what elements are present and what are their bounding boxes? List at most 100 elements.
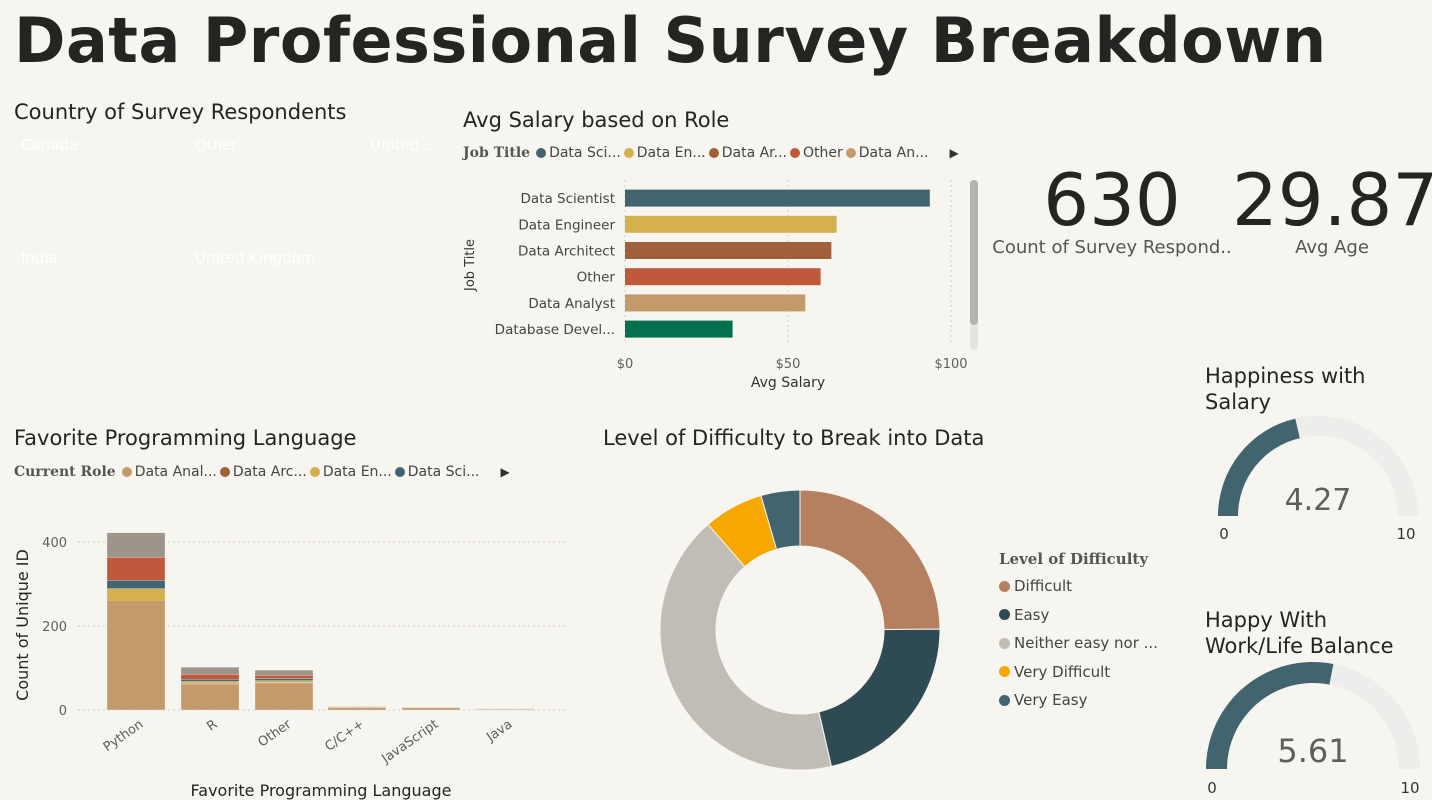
legend-item[interactable]: Data En...: [623, 145, 706, 161]
legend-dot: [394, 467, 405, 477]
category-label: Data Analyst: [528, 296, 615, 312]
legend-dot: [623, 148, 634, 158]
language-x-axis-label: Favorite Programming Language: [191, 781, 452, 800]
treemap-tile-other[interactable]: Other: [188, 130, 363, 243]
treemap-tile-united-states[interactable]: United ...: [363, 130, 450, 355]
treemap[interactable]: Canada Other United ... India United Kin…: [14, 130, 450, 355]
legend-item[interactable]: Data Arc...: [219, 464, 307, 480]
bar-segment[interactable]: [180, 681, 240, 684]
gauge-title-line: Work/Life Balance: [1205, 634, 1394, 658]
category-label: Data Engineer: [518, 217, 615, 233]
legend-item[interactable]: Data Sci...: [536, 145, 621, 161]
bar-segment[interactable]: [254, 678, 314, 681]
legend-item[interactable]: Difficult: [999, 572, 1158, 601]
legend-dot: [790, 148, 800, 158]
donut-slice[interactable]: [818, 628, 941, 768]
bar-segment[interactable]: [180, 667, 240, 675]
y-tick: 200: [42, 620, 67, 635]
bar[interactable]: [625, 268, 821, 286]
legend-item[interactable]: Very Easy: [999, 686, 1158, 715]
treemap-title: Country of Survey Respondents: [14, 100, 347, 124]
legend-label: Easy: [1014, 605, 1050, 624]
salary-y-axis-label: Job Title: [463, 239, 478, 292]
legend-dot: [999, 637, 1010, 649]
bar[interactable]: [625, 189, 930, 207]
legend-item[interactable]: Very Difficult: [999, 658, 1158, 687]
legend-item[interactable]: Neither easy nor ...: [999, 629, 1158, 658]
gauge-min: 0: [1219, 525, 1229, 543]
legend-label: Data Ar...: [721, 145, 787, 161]
language-legend: Current Role Data Anal... Data Arc... Da…: [14, 464, 510, 480]
tile-label: India: [21, 249, 58, 267]
dashboard-title: Data Professional Survey Breakdown: [14, 4, 1327, 77]
bar-segment[interactable]: [254, 669, 314, 676]
legend-label: Very Difficult: [1014, 662, 1111, 681]
bar-segment[interactable]: [106, 601, 166, 604]
legend-item[interactable]: Data Ar...: [708, 145, 787, 161]
bar-segment[interactable]: [180, 683, 240, 711]
x-tick: $100: [934, 357, 967, 372]
salary-x-ticks: $0 $50 $100: [617, 357, 968, 372]
donut-slice[interactable]: [659, 523, 832, 771]
category-label: Data Scientist: [521, 191, 616, 207]
donut-slice[interactable]: [760, 489, 801, 550]
bar-segment[interactable]: [254, 683, 314, 711]
bar-segment[interactable]: [106, 556, 166, 581]
legend-label: Data An...: [858, 145, 929, 161]
bar[interactable]: [625, 294, 806, 312]
donut-slice[interactable]: [799, 489, 941, 630]
legend-dot: [536, 148, 547, 158]
bar-segment[interactable]: [106, 580, 166, 589]
y-tick: 0: [59, 704, 67, 719]
legend-item[interactable]: Data Sci...: [394, 464, 479, 480]
legend-item[interactable]: Data Anal...: [121, 464, 217, 480]
legend-item[interactable]: Other: [790, 145, 843, 161]
legend-label: Data En...: [636, 145, 706, 161]
happiness-salary-gauge: 4.27 0 10: [1218, 416, 1418, 543]
treemap-tile-united-kingdom[interactable]: United Kingdom: [188, 243, 363, 355]
salary-legend: Job Title Data Sci... Data En... Data Ar…: [463, 145, 959, 161]
donut-slices: [659, 489, 941, 771]
bar-segment[interactable]: [106, 532, 166, 558]
legend-dot: [121, 467, 132, 477]
work-life-balance-gauge: 5.61 0 10: [1206, 662, 1420, 797]
category-label: R: [204, 717, 220, 734]
category-label: C/C++: [322, 717, 367, 755]
bar-segment[interactable]: [327, 707, 387, 711]
bar-segment[interactable]: [180, 674, 240, 680]
x-tick: $50: [776, 357, 801, 372]
legend-label: Data En...: [322, 464, 392, 480]
language-bars: [106, 532, 535, 711]
bar[interactable]: [625, 215, 837, 233]
bar-segment[interactable]: [180, 679, 240, 682]
legend-item[interactable]: Data En...: [309, 464, 392, 480]
gauge-title-line: Salary: [1205, 390, 1271, 414]
bar[interactable]: [625, 242, 832, 259]
y-tick: 400: [42, 536, 67, 551]
bar-segment[interactable]: [106, 602, 166, 711]
language-legend-title: Current Role: [14, 464, 116, 480]
bar[interactable]: [625, 320, 733, 338]
legend-next-arrow-icon[interactable]: ▶: [500, 465, 510, 479]
legend-item[interactable]: Data An...: [845, 145, 929, 161]
category-label: Other: [577, 270, 616, 286]
legend-item[interactable]: Easy: [999, 601, 1158, 630]
bar-segment[interactable]: [254, 674, 314, 679]
legend-dot: [219, 467, 230, 477]
treemap-tile-canada[interactable]: Canada: [14, 130, 188, 243]
difficulty-legend-title: Level of Difficulty: [999, 550, 1149, 568]
category-label: Python: [101, 717, 147, 755]
legend-label: Data Anal...: [134, 464, 217, 480]
legend-next-arrow-icon[interactable]: ▶: [949, 146, 959, 160]
salary-category-labels: Data Scientist Data Engineer Data Architec…: [495, 191, 616, 338]
bar-segment[interactable]: [106, 588, 166, 602]
bar-segment[interactable]: [254, 680, 314, 683]
scrollbar-thumb[interactable]: [970, 180, 978, 325]
salary-bars: [625, 189, 930, 338]
treemap-tile-india[interactable]: India: [14, 243, 188, 355]
respondent-count-value: 630: [1043, 158, 1181, 242]
bar-segment[interactable]: [401, 707, 461, 711]
gauge-fill: [1206, 662, 1334, 769]
difficulty-chart-title: Level of Difficulty to Break into Data: [603, 426, 985, 450]
avg-age-label: Avg Age: [1295, 237, 1369, 258]
